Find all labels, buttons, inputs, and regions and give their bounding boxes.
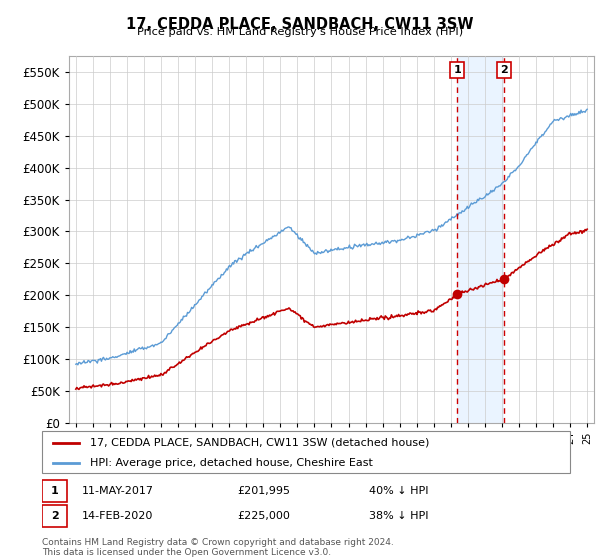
Text: 14-FEB-2020: 14-FEB-2020 <box>82 511 153 521</box>
Text: 40% ↓ HPI: 40% ↓ HPI <box>370 486 429 496</box>
Text: 1: 1 <box>51 486 59 496</box>
Text: £225,000: £225,000 <box>238 511 290 521</box>
Text: Contains HM Land Registry data © Crown copyright and database right 2024.
This d: Contains HM Land Registry data © Crown c… <box>42 538 394 557</box>
Text: 38% ↓ HPI: 38% ↓ HPI <box>370 511 429 521</box>
Text: £201,995: £201,995 <box>238 486 290 496</box>
FancyBboxPatch shape <box>42 431 570 473</box>
Text: 1: 1 <box>453 65 461 75</box>
Text: 11-MAY-2017: 11-MAY-2017 <box>82 486 154 496</box>
FancyBboxPatch shape <box>42 505 67 527</box>
Text: 2: 2 <box>500 65 508 75</box>
Text: 2: 2 <box>51 511 59 521</box>
Text: HPI: Average price, detached house, Cheshire East: HPI: Average price, detached house, Ches… <box>89 458 373 468</box>
Bar <box>457 56 504 423</box>
Text: 17, CEDDA PLACE, SANDBACH, CW11 3SW (detached house): 17, CEDDA PLACE, SANDBACH, CW11 3SW (det… <box>89 438 429 448</box>
FancyBboxPatch shape <box>42 479 67 502</box>
Text: Price paid vs. HM Land Registry's House Price Index (HPI): Price paid vs. HM Land Registry's House … <box>137 27 463 37</box>
Text: 17, CEDDA PLACE, SANDBACH, CW11 3SW: 17, CEDDA PLACE, SANDBACH, CW11 3SW <box>126 17 474 32</box>
